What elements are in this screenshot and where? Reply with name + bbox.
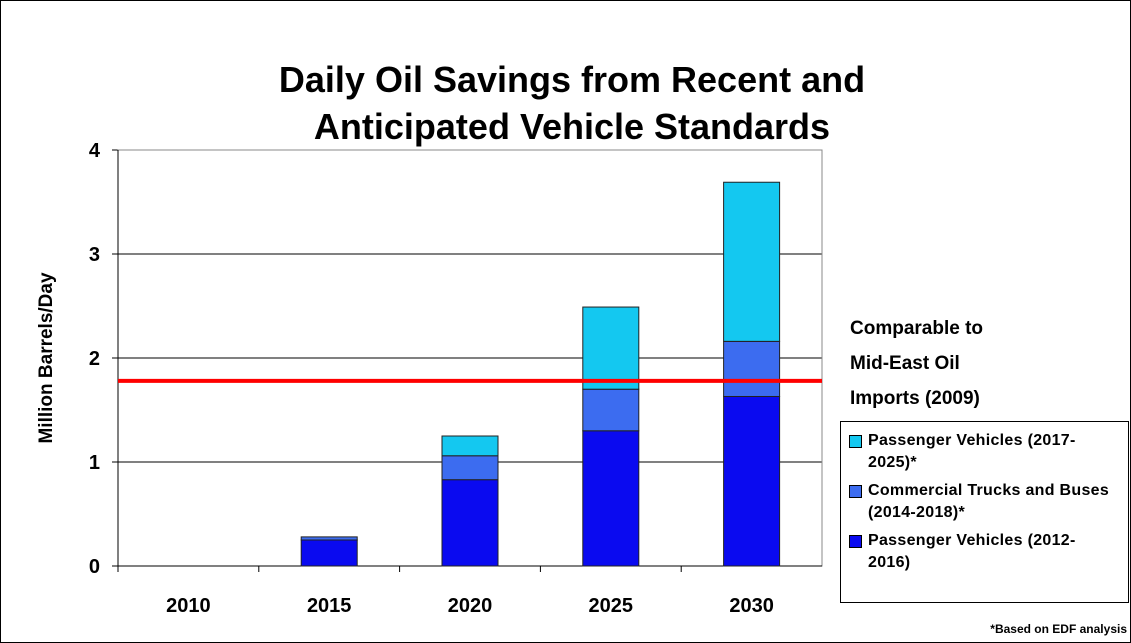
- legend-swatch: [849, 485, 862, 498]
- bar-segment: [441, 455, 499, 481]
- bar-segment: [723, 395, 781, 567]
- x-tick-label: 2020: [448, 595, 493, 617]
- y-tick-label: 4: [89, 140, 101, 162]
- bar-segment: [582, 306, 640, 390]
- x-tick-label: 2015: [307, 595, 352, 617]
- legend-label: Commercial Trucks and Buses (2014-2018)*: [868, 482, 1110, 521]
- legend-item: Commercial Trucks and Buses (2014-2018)*: [849, 480, 1128, 524]
- bar-segment: [300, 536, 358, 541]
- legend-label: Passenger Vehicles (2012-2016): [868, 532, 1076, 571]
- chart-title: Anticipated Vehicle Standards: [314, 106, 830, 147]
- x-tick-label: 2030: [729, 595, 774, 617]
- annotation: Imports (2009): [850, 388, 980, 409]
- x-tick-label: 2025: [589, 595, 634, 617]
- y-tick-label: 0: [89, 556, 100, 578]
- bar-segment: [723, 181, 781, 342]
- bar-segment: [723, 340, 781, 397]
- legend-item: Passenger Vehicles (2012-2016): [849, 530, 1128, 574]
- y-tick-label: 1: [89, 452, 100, 474]
- y-tick-label: 2: [89, 348, 100, 370]
- bar-segment: [441, 479, 499, 567]
- legend: Passenger Vehicles (2017-2025)* Commercia…: [840, 421, 1129, 603]
- annotation: Mid-East Oil: [850, 353, 960, 374]
- bar-segment: [441, 435, 499, 457]
- chart-title: Daily Oil Savings from Recent and: [279, 59, 865, 100]
- bar-segment: [582, 430, 640, 567]
- annotation: Comparable to: [850, 318, 983, 339]
- bar-segment: [300, 539, 358, 567]
- bar-segment: [582, 388, 640, 432]
- x-tick-label: 2010: [166, 595, 211, 617]
- legend-swatch: [849, 435, 862, 448]
- y-tick-label: 3: [89, 244, 100, 266]
- y-axis-label: Million Barrels/Day: [36, 272, 57, 443]
- legend-label: Passenger Vehicles (2017-2025)*: [868, 432, 1076, 471]
- footnote: *Based on EDF analysis: [990, 622, 1127, 636]
- legend-item: Passenger Vehicles (2017-2025)*: [849, 430, 1128, 474]
- legend-swatch: [849, 535, 862, 548]
